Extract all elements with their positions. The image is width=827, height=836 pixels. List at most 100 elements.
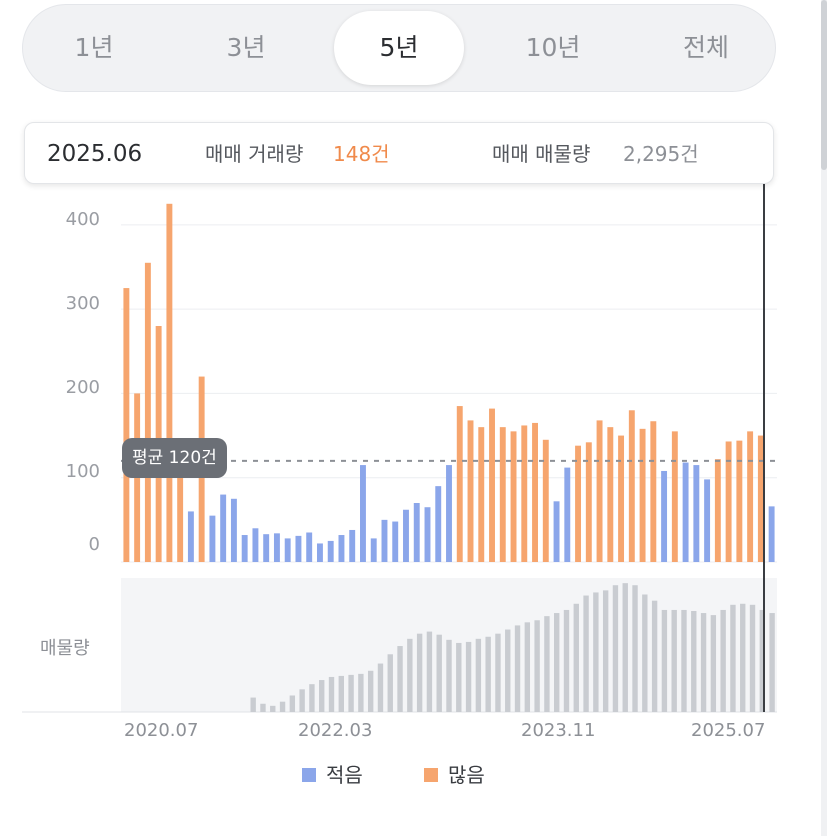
listing-bar bbox=[387, 654, 393, 712]
page-scrollbar[interactable] bbox=[821, 0, 827, 836]
listing-bar bbox=[456, 642, 462, 712]
trade-bar bbox=[661, 470, 668, 562]
trade-bar bbox=[521, 425, 528, 562]
listing-bar bbox=[671, 609, 677, 712]
listing-volume-label: 매매 매물량 bbox=[492, 142, 591, 166]
trade-bar bbox=[316, 543, 323, 562]
listing-bar bbox=[622, 583, 628, 712]
trade-bar bbox=[585, 442, 592, 562]
y-tick-100: 100 bbox=[65, 461, 100, 482]
listing-bar bbox=[446, 639, 452, 712]
listing-bar bbox=[485, 636, 491, 712]
trade-bar bbox=[489, 408, 495, 562]
listing-bar bbox=[602, 590, 609, 712]
y-tick-200: 200 bbox=[65, 377, 100, 398]
listing-bar bbox=[279, 701, 286, 712]
trade-bar bbox=[403, 509, 409, 562]
trade-bar bbox=[671, 431, 678, 562]
trade-bar bbox=[273, 533, 280, 562]
trade-bar bbox=[736, 440, 743, 562]
listing-bar bbox=[289, 695, 296, 712]
trade-bar bbox=[187, 511, 194, 562]
trade-bar bbox=[596, 420, 603, 562]
trade-bar bbox=[704, 479, 711, 562]
selected-date: 2025.06 bbox=[47, 141, 143, 167]
trade-bar bbox=[144, 262, 151, 562]
legend-label-high: 많음 bbox=[448, 763, 485, 787]
listing-bar bbox=[593, 592, 599, 712]
trade-bar bbox=[532, 422, 538, 562]
listing-bar bbox=[730, 604, 736, 712]
x-tick-label: 2025.07 bbox=[691, 720, 766, 741]
listing-bar bbox=[534, 620, 540, 712]
listing-bar bbox=[319, 680, 325, 712]
listing-bar bbox=[299, 689, 305, 712]
trade-bar bbox=[575, 445, 582, 562]
listing-bar bbox=[465, 641, 472, 712]
listing-bar bbox=[700, 613, 707, 712]
listing-bar bbox=[328, 676, 335, 712]
period-all-tab[interactable]: 전체 bbox=[682, 33, 729, 62]
listing-bar bbox=[436, 634, 442, 712]
trade-bar bbox=[424, 507, 431, 562]
trade-bar bbox=[295, 535, 302, 562]
period-selector: 1년 3년 5년 10년 전체 bbox=[22, 4, 776, 92]
trade-bar bbox=[510, 431, 517, 562]
average-badge: 평균 120건 bbox=[122, 438, 227, 478]
trade-bar bbox=[435, 486, 442, 562]
legend-swatch-high bbox=[424, 768, 438, 782]
trade-bar bbox=[553, 501, 560, 562]
trade-bar bbox=[306, 532, 313, 562]
trade-bar bbox=[714, 459, 721, 562]
trade-volume-value: 148건 bbox=[333, 142, 390, 166]
listing-bar bbox=[612, 585, 619, 712]
trade-bar bbox=[693, 465, 700, 562]
listing-bar bbox=[740, 603, 746, 712]
period-3y-tab[interactable]: 3년 bbox=[226, 33, 266, 62]
trade-bar bbox=[542, 439, 549, 562]
trade-bar bbox=[360, 465, 366, 562]
listing-bar bbox=[554, 613, 560, 712]
listing-bar bbox=[759, 609, 766, 712]
x-tick-label: 2023.11 bbox=[521, 720, 596, 741]
listing-bar bbox=[377, 663, 384, 712]
trade-bar bbox=[446, 465, 452, 562]
trade-bar bbox=[478, 427, 485, 562]
y-tick-0: 0 bbox=[88, 534, 100, 555]
trade-bar bbox=[607, 427, 614, 562]
period-1y-tab[interactable]: 1년 bbox=[74, 33, 114, 62]
listing-bar bbox=[563, 609, 570, 712]
listing-bar bbox=[749, 604, 756, 712]
listing-bar bbox=[505, 629, 511, 712]
trade-bar bbox=[456, 406, 463, 562]
listing-bar bbox=[495, 633, 501, 712]
x-tick-label: 2022.03 bbox=[298, 720, 373, 741]
legend-item-low[interactable]: 적음 bbox=[302, 760, 363, 790]
trade-bar bbox=[628, 410, 635, 562]
listing-bar bbox=[661, 609, 668, 712]
trade-bar bbox=[166, 203, 173, 563]
period-10y-tab[interactable]: 10년 bbox=[525, 33, 581, 62]
trade-bar bbox=[650, 421, 657, 562]
trade-bar bbox=[682, 462, 689, 562]
trade-bar bbox=[252, 528, 259, 562]
trade-bar bbox=[768, 506, 775, 562]
trade-bar bbox=[370, 538, 377, 562]
scrollbar-thumb[interactable] bbox=[821, 0, 827, 170]
listing-axis-label: 매물량 bbox=[40, 638, 90, 659]
listing-bar bbox=[632, 585, 638, 712]
trade-bar bbox=[392, 521, 399, 562]
legend-item-high[interactable]: 많음 bbox=[424, 760, 485, 790]
trade-bar bbox=[618, 435, 625, 562]
trade-bar bbox=[381, 519, 388, 562]
listing-bar bbox=[651, 600, 658, 712]
listing-bar bbox=[270, 705, 276, 712]
trade-bar bbox=[220, 494, 227, 562]
period-5y-tab[interactable]: 5년 bbox=[334, 11, 464, 85]
trade-bar bbox=[327, 540, 334, 562]
listing-bar bbox=[514, 625, 521, 712]
trade-bar bbox=[757, 435, 764, 562]
trade-volume-label: 매매 거래량 bbox=[205, 142, 304, 166]
trade-bar bbox=[467, 420, 474, 562]
